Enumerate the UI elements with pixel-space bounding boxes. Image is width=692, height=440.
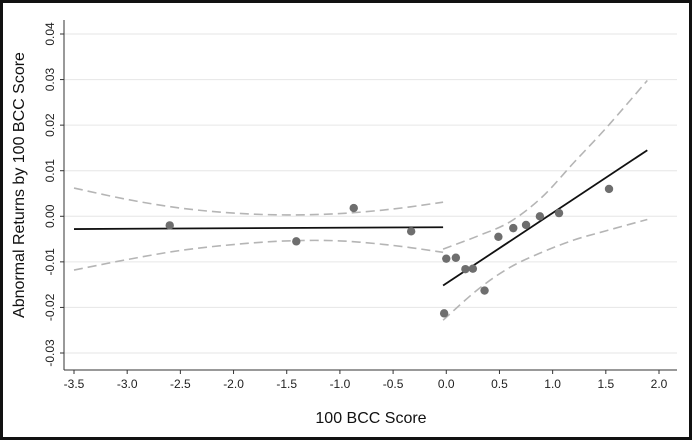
data-point (451, 253, 461, 262)
axes: -0.03 -0.02 -0.01 0.00 0.01 0.02 0.03 0.04 -3.5 -… (43, 20, 677, 391)
y-tick-label: 0.04 (43, 22, 57, 46)
data-point (604, 184, 614, 194)
ci-band-right-upper (442, 79, 648, 250)
y-tick-label: -0.03 (43, 339, 57, 367)
data-point (461, 264, 470, 274)
ci-band-left-upper (73, 187, 444, 216)
data-point (480, 286, 489, 295)
data-point (442, 254, 451, 263)
x-tick-label: 1.5 (597, 377, 614, 391)
y-tick-label: 0.01 (43, 159, 57, 183)
fit-line-left (73, 226, 444, 230)
x-tick-label: -3.5 (64, 377, 85, 391)
x-tick-label: 2.0 (651, 377, 668, 391)
confidence-bands (73, 79, 648, 321)
y-tick-label: 0.00 (43, 204, 57, 228)
x-tick-label: -2.0 (223, 377, 244, 391)
x-axis-title: 100 BCC Score (315, 410, 426, 427)
x-tick-label: -3.0 (117, 377, 138, 391)
data-point (165, 221, 174, 230)
grid-lines (64, 33, 677, 354)
data-point (535, 212, 545, 221)
data-point (349, 203, 358, 213)
y-tick-label: -0.02 (43, 293, 57, 321)
x-tick-label: -1.0 (330, 377, 351, 391)
data-points (165, 184, 614, 318)
y-tick-label: -0.01 (43, 248, 57, 276)
fit-lines (73, 149, 648, 287)
x-tick-label: 0.5 (491, 377, 508, 391)
x-tick-label: 1.0 (544, 377, 561, 391)
ci-band-right-lower (442, 218, 648, 321)
ci-band-left-lower (73, 239, 444, 271)
data-point (554, 208, 564, 218)
y-axis-title: Abnormal Returns by 100 BCC Score (11, 52, 28, 318)
fit-line-right (442, 149, 648, 287)
data-point (292, 237, 301, 246)
x-tick-label: -0.5 (383, 377, 404, 391)
data-point (468, 264, 478, 273)
x-tick-label: -2.5 (170, 377, 191, 391)
data-point (406, 227, 416, 236)
x-tick-label: -1.5 (276, 377, 297, 391)
data-point (494, 232, 503, 241)
y-tick-label: 0.03 (43, 68, 57, 92)
data-point (509, 223, 518, 233)
data-point (439, 309, 449, 318)
y-tick-label: 0.02 (43, 113, 57, 137)
data-point (521, 220, 531, 230)
x-tick-label: 0.0 (438, 377, 455, 391)
